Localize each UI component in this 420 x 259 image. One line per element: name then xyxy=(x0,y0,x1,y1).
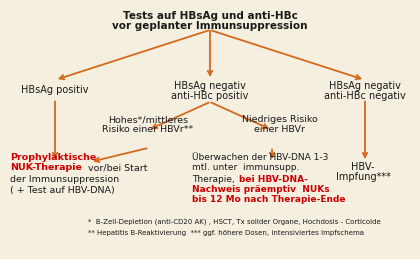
Text: vor/bei Start: vor/bei Start xyxy=(85,163,147,172)
Text: Niedriges Risiko: Niedriges Risiko xyxy=(242,116,318,125)
Text: Prophylaktische: Prophylaktische xyxy=(10,153,96,162)
Text: anti-HBc positiv: anti-HBc positiv xyxy=(171,91,249,101)
Text: mtl. unter  immunsupp.: mtl. unter immunsupp. xyxy=(192,163,299,172)
Text: HBsAg negativ: HBsAg negativ xyxy=(174,81,246,91)
Text: einer HBVr: einer HBVr xyxy=(255,126,305,134)
Text: HBV-: HBV- xyxy=(351,162,375,172)
Text: ( + Test auf HBV-DNA): ( + Test auf HBV-DNA) xyxy=(10,185,115,195)
Text: anti-HBc negativ: anti-HBc negativ xyxy=(324,91,406,101)
Text: Nachweis präemptiv  NUKs: Nachweis präemptiv NUKs xyxy=(192,185,330,195)
Text: vor geplanter Immunsuppression: vor geplanter Immunsuppression xyxy=(112,21,308,31)
Text: Überwachen der HBV-DNA 1-3: Überwachen der HBV-DNA 1-3 xyxy=(192,153,328,162)
Text: bei HBV-DNA-: bei HBV-DNA- xyxy=(239,175,308,183)
Text: HBsAg negativ: HBsAg negativ xyxy=(329,81,401,91)
Text: Risiko einer HBVr**: Risiko einer HBVr** xyxy=(102,126,194,134)
Text: Tests auf HBsAg und anti-HBc: Tests auf HBsAg und anti-HBc xyxy=(123,11,297,21)
Text: *  B-Zell-Depletion (anti-CD20 AK) , HSCT, Tx solider Organe, Hochdosis - Cortic: * B-Zell-Depletion (anti-CD20 AK) , HSCT… xyxy=(88,219,381,225)
Text: der Immunsuppression: der Immunsuppression xyxy=(10,175,119,183)
Text: HBsAg positiv: HBsAg positiv xyxy=(21,85,89,95)
Text: ** Hepatitis B-Reaktivierung  *** ggf. höhere Dosen, intensiviertes Impfschema: ** Hepatitis B-Reaktivierung *** ggf. hö… xyxy=(88,230,364,236)
Text: Impfung***: Impfung*** xyxy=(336,172,391,182)
Text: Hohes*/mittleres: Hohes*/mittleres xyxy=(108,116,188,125)
Text: Therapie,: Therapie, xyxy=(192,175,238,183)
Text: NUK-Therapie: NUK-Therapie xyxy=(10,163,82,172)
Text: bis 12 Mo nach Therapie-Ende: bis 12 Mo nach Therapie-Ende xyxy=(192,196,346,205)
